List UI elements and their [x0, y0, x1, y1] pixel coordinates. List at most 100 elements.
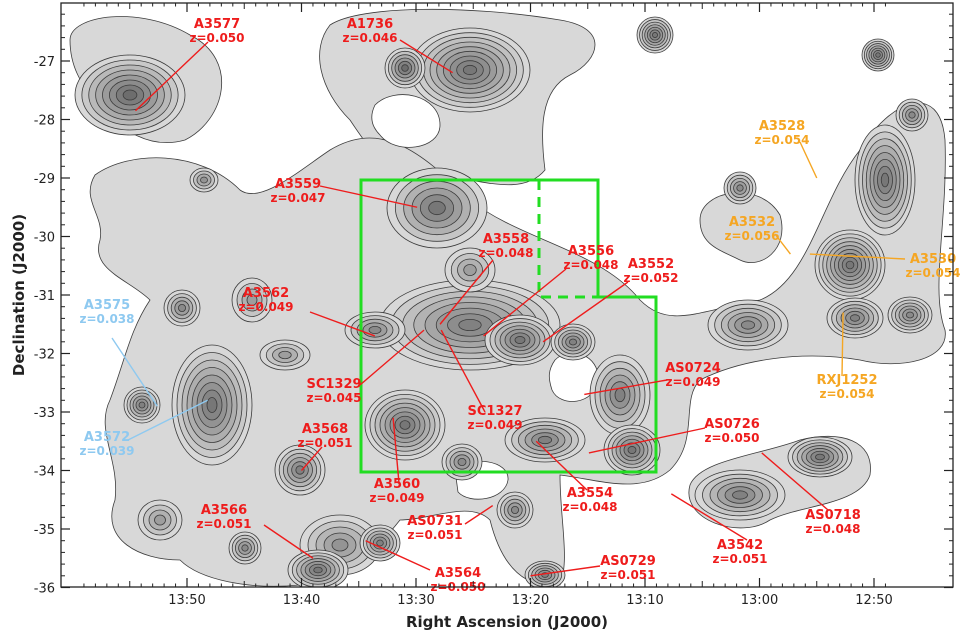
contour-level — [845, 260, 855, 270]
cluster-leader-line — [483, 268, 567, 337]
x-tick-label: 13:20 — [512, 593, 549, 608]
cluster-redshift: z=0.046 — [343, 31, 398, 45]
contour-level — [875, 52, 881, 58]
cluster-leader-line — [263, 524, 314, 559]
cluster-name: A1736 — [347, 17, 393, 32]
cluster-leader-line — [319, 185, 418, 208]
cluster-redshift: z=0.054 — [906, 266, 960, 280]
cluster-leader-line — [309, 311, 376, 337]
contour-level — [462, 64, 478, 76]
x-tick-label: 13:00 — [741, 593, 778, 608]
y-tick-label: -32 — [34, 348, 55, 363]
x-tick-label: 13:50 — [168, 593, 205, 608]
cluster-name: AS0731 — [407, 514, 463, 529]
cluster-leader-line — [439, 259, 494, 325]
cluster-name: A3572 — [84, 430, 130, 445]
cluster-leader-line — [535, 440, 588, 491]
contour-level — [905, 311, 915, 319]
cluster-leader-line — [530, 565, 601, 577]
cluster-leader-line — [799, 141, 818, 179]
cluster-name: A3568 — [302, 422, 348, 437]
cluster-leader-line — [809, 253, 906, 260]
survey-region-outline — [359, 178, 658, 474]
y-tick-label: -33 — [34, 406, 55, 421]
x-tick-label: 13:10 — [626, 593, 663, 608]
x-axis-title: Right Ascension (J2000) — [406, 613, 608, 631]
y-tick-label: -30 — [34, 231, 55, 246]
contour-level — [815, 453, 825, 461]
cluster-redshift: z=0.048 — [479, 246, 534, 260]
cluster-name: AS0724 — [665, 361, 721, 376]
cluster-redshift: z=0.054 — [820, 387, 875, 401]
cluster-leader-line — [134, 41, 209, 112]
y-tick-label: -27 — [34, 55, 55, 70]
cluster-leader-line — [359, 329, 425, 386]
y-tick-label: -36 — [34, 582, 55, 597]
cluster-redshift: z=0.054 — [755, 133, 810, 147]
y-tick-label: -34 — [34, 465, 55, 480]
cluster-redshift: z=0.051 — [197, 517, 252, 531]
contour-level — [880, 172, 890, 188]
y-tick-label: -31 — [34, 289, 55, 304]
cluster-redshift: z=0.052 — [624, 271, 679, 285]
x-tick-label: 13:30 — [397, 593, 434, 608]
contour-level — [241, 544, 249, 552]
axis-ticks: 13:50 13:40 13:30 13:20 13:10 13:00 12:50 -27 -2… — [34, 3, 953, 608]
cluster-redshift: z=0.056 — [725, 229, 780, 243]
cluster-leader-line — [440, 329, 486, 413]
contour-level — [122, 89, 138, 101]
cluster-name: SC1327 — [467, 404, 522, 419]
cluster-redshift: z=0.038 — [80, 312, 135, 326]
cluster-name: A3554 — [567, 486, 613, 501]
cluster-redshift: z=0.051 — [298, 436, 353, 450]
y-tick-label: -28 — [34, 114, 55, 129]
contour-level — [537, 435, 553, 445]
cluster-redshift: z=0.050 — [705, 431, 760, 445]
contour-level — [206, 397, 218, 413]
survey-region-dashed — [537, 180, 598, 299]
contour-level — [278, 350, 292, 360]
cluster-leader-line — [761, 452, 829, 511]
cluster-redshift: z=0.048 — [564, 258, 619, 272]
cluster-name: A3542 — [717, 538, 763, 553]
cluster-leader-line — [365, 540, 431, 571]
cluster-name: RXJ1252 — [816, 373, 877, 388]
contour-level — [313, 566, 323, 574]
cluster-redshift: z=0.051 — [601, 568, 656, 582]
cluster-name: A3577 — [194, 17, 240, 32]
contour-level — [376, 539, 384, 547]
cluster-leader-line — [300, 446, 323, 471]
cluster-redshift: z=0.047 — [271, 191, 326, 205]
contour-hole — [371, 94, 441, 148]
contour-level — [399, 420, 411, 430]
cluster-redshift: z=0.049 — [239, 300, 294, 314]
contour-level — [627, 446, 637, 454]
cluster-name: AS0729 — [600, 554, 656, 569]
cluster-leader-line — [111, 337, 158, 407]
contour-level — [154, 514, 166, 526]
cluster-leader-line — [392, 417, 400, 484]
contour-level — [736, 184, 744, 192]
contour-level — [514, 336, 526, 344]
contour-level — [246, 294, 258, 306]
cluster-leader-line — [584, 379, 668, 396]
x-tick-label: 12:50 — [855, 593, 892, 608]
cluster-redshift: z=0.051 — [713, 552, 768, 566]
